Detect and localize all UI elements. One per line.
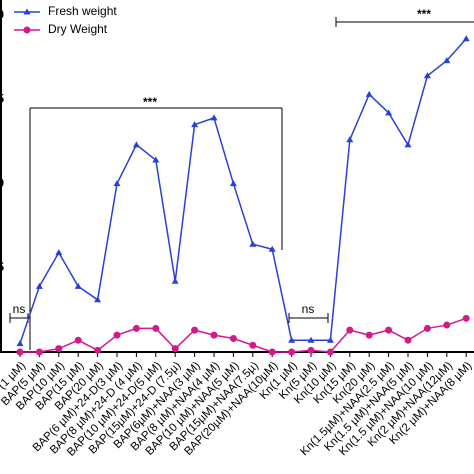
annotation: ns: [13, 302, 26, 316]
legend-label: Dry Weight: [48, 22, 108, 36]
marker: [404, 336, 412, 344]
marker: [326, 348, 334, 356]
marker: [132, 141, 140, 148]
marker: [94, 296, 102, 303]
marker: [443, 57, 451, 64]
marker: [346, 136, 354, 143]
marker: [288, 336, 296, 343]
marker: [210, 114, 218, 121]
marker: [74, 282, 82, 289]
marker: [326, 336, 334, 343]
marker: [307, 336, 315, 343]
series-line: [20, 317, 467, 353]
bracket: [288, 313, 329, 323]
marker: [191, 326, 199, 334]
marker: [385, 109, 393, 116]
marker: [74, 336, 82, 344]
marker: [385, 326, 393, 334]
y-tick-label: 1.5: [0, 92, 4, 106]
legend-label: Fresh weight: [48, 4, 117, 18]
marker: [365, 90, 373, 97]
marker: [365, 331, 373, 339]
marker: [423, 324, 431, 332]
y-tick-label: 2.0: [0, 7, 4, 21]
marker: [152, 156, 160, 163]
marker: [171, 345, 179, 353]
marker: [249, 240, 257, 247]
marker: [288, 348, 296, 356]
marker: [171, 277, 179, 284]
marker: [462, 35, 470, 42]
marker: [55, 345, 63, 353]
marker: [249, 341, 257, 349]
marker: [132, 324, 140, 332]
marker: [423, 72, 431, 79]
annotation: ***: [143, 95, 157, 109]
marker: [229, 335, 237, 343]
marker: [268, 348, 276, 356]
marker: [443, 321, 451, 329]
marker: [35, 282, 43, 289]
marker: [55, 249, 63, 256]
marker: [462, 314, 470, 322]
annotation: ***: [417, 7, 431, 21]
marker: [191, 121, 199, 128]
bracket: [335, 17, 474, 27]
marker: [404, 141, 412, 148]
bracket: [29, 107, 283, 350]
series-line: [19, 38, 467, 344]
marker: [16, 348, 24, 356]
marker: [16, 340, 24, 347]
legend-marker: [23, 8, 31, 15]
annotation: ns: [302, 302, 315, 316]
marker: [113, 331, 121, 339]
legend-marker: [23, 26, 31, 34]
marker: [268, 245, 276, 252]
marker: [113, 180, 121, 187]
marker: [307, 346, 315, 354]
y-tick-label: 0.5: [0, 260, 4, 274]
marker: [152, 324, 160, 332]
marker: [35, 348, 43, 356]
marker: [94, 346, 102, 354]
marker: [229, 180, 237, 187]
marker: [346, 326, 354, 334]
marker: [210, 331, 218, 339]
y-tick-label: 1.0: [0, 176, 4, 190]
